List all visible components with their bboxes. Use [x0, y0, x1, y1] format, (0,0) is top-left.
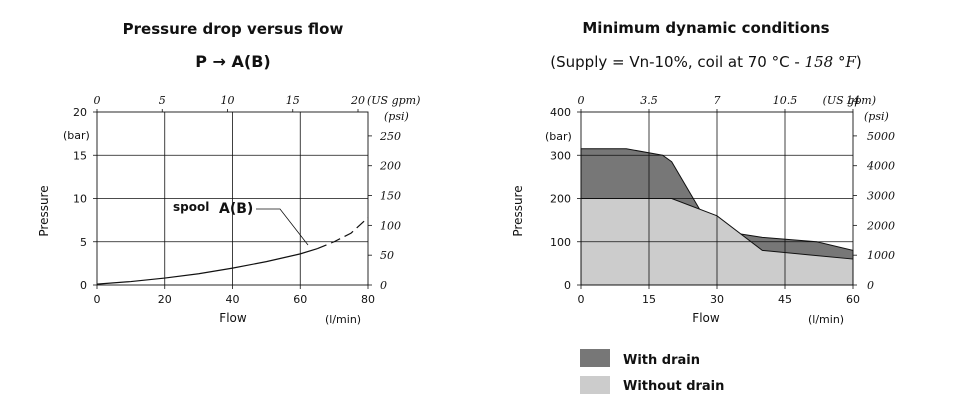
spool-annotation-label: spool — [173, 200, 209, 214]
right-chart: Minimum dynamic conditions (Supply = Vn-… — [511, 19, 895, 394]
left-y-tick-label: 0 — [80, 279, 87, 292]
left-series-line — [96, 248, 318, 285]
right-y-tick-label: 400 — [550, 106, 571, 119]
left-x-tick-label: 80 — [361, 293, 375, 306]
left-y-secondary-tick-label: 250 — [379, 130, 401, 143]
left-x-secondary-tick-label: 20 — [350, 94, 365, 107]
legend-label-with-drain: With drain — [623, 353, 700, 368]
right-y-secondary-tick-label: 4000 — [866, 160, 895, 173]
left-series — [96, 217, 369, 285]
left-x-secondary-tick-label: 5 — [159, 94, 166, 107]
left-x-secondary-unit: (US gpm) — [367, 94, 420, 107]
left-x-secondary-tick-label: 10 — [221, 94, 235, 107]
left-x-secondary-tick-label: 15 — [286, 94, 300, 107]
spool-annotation-series: A(B) — [219, 201, 253, 217]
right-y-secondary-unit: (psi) — [864, 110, 889, 123]
left-chart-subtitle: P → A(B) — [195, 52, 270, 71]
right-x-tick-label: 15 — [642, 293, 656, 306]
right-y-secondary-tick-label: 1000 — [867, 249, 895, 262]
spool-leader-line — [256, 208, 309, 246]
legend-swatch-with-drain — [580, 349, 610, 367]
left-x-tick-label: 0 — [94, 293, 101, 306]
right-y-secondary-tick-label: 0 — [867, 279, 874, 292]
right-x-secondary-tick-label: 3.5 — [640, 94, 658, 107]
right-x-secondary-unit: (US gpm) — [823, 94, 876, 107]
left-y-secondary-tick-label: 0 — [380, 279, 387, 292]
right-x-tick-label: 60 — [846, 293, 860, 306]
right-y-unit: (bar) — [545, 130, 572, 143]
left-y-secondary-unit: (psi) — [384, 110, 409, 123]
right-chart-subtitle: (Supply = Vn-10%, coil at 70 °C - 158 °F… — [550, 53, 861, 71]
left-y-unit: (bar) — [63, 129, 90, 142]
left-x-tick-label: 40 — [226, 293, 240, 306]
right-y-axis-label: Pressure — [511, 185, 525, 236]
left-y-tick-label: 5 — [80, 236, 87, 249]
right-x-secondary-tick-label: 14 — [846, 94, 860, 107]
right-x-secondary-tick-label: 0 — [578, 94, 585, 107]
left-x-axis-label: Flow — [219, 311, 247, 325]
left-y-tick-label: 15 — [73, 149, 87, 162]
left-x-unit: (l/min) — [325, 313, 361, 326]
left-x-tick-label: 60 — [293, 293, 307, 306]
right-x-axis-label: Flow — [692, 311, 720, 325]
right-y-tick-label: 200 — [550, 193, 571, 206]
legend-swatch-without-drain — [580, 376, 610, 394]
left-x-secondary-tick-label: 0 — [94, 94, 101, 107]
right-x-tick-label: 0 — [578, 293, 585, 306]
left-y-tick-label: 20 — [73, 106, 87, 119]
right-x-secondary-tick-label: 10.5 — [773, 94, 798, 107]
left-y-secondary-tick-label: 50 — [380, 249, 394, 262]
left-grid — [96, 111, 369, 286]
right-x-tick-label: 30 — [710, 293, 724, 306]
right-y-tick-label: 0 — [564, 279, 571, 292]
left-y-secondary-tick-label: 150 — [380, 190, 401, 203]
right-y-tick-label: 100 — [550, 236, 571, 249]
right-y-tick-label: 300 — [550, 149, 571, 162]
left-y-secondary-tick-label: 200 — [379, 160, 401, 173]
legend-label-without-drain: Without drain — [623, 379, 724, 394]
right-y-secondary-tick-label: 3000 — [867, 190, 895, 203]
left-y-axis-label: Pressure — [37, 185, 51, 236]
left-y-tick-label: 10 — [73, 193, 87, 206]
right-x-tick-label: 45 — [778, 293, 792, 306]
right-y-secondary-tick-label: 2000 — [866, 219, 895, 232]
right-chart-title: Minimum dynamic conditions — [582, 19, 829, 37]
left-chart: Pressure drop versus flow P → A(B) 0 20 40… — [37, 20, 420, 326]
left-series-dashed-line — [316, 217, 369, 250]
left-x-tick-label: 20 — [158, 293, 172, 306]
right-y-secondary-tick-label: 5000 — [867, 130, 895, 143]
left-y-secondary-tick-label: 100 — [380, 219, 401, 232]
right-x-unit: (l/min) — [808, 313, 844, 326]
left-chart-title: Pressure drop versus flow — [123, 20, 344, 38]
right-x-secondary-tick-label: 7 — [713, 94, 720, 107]
